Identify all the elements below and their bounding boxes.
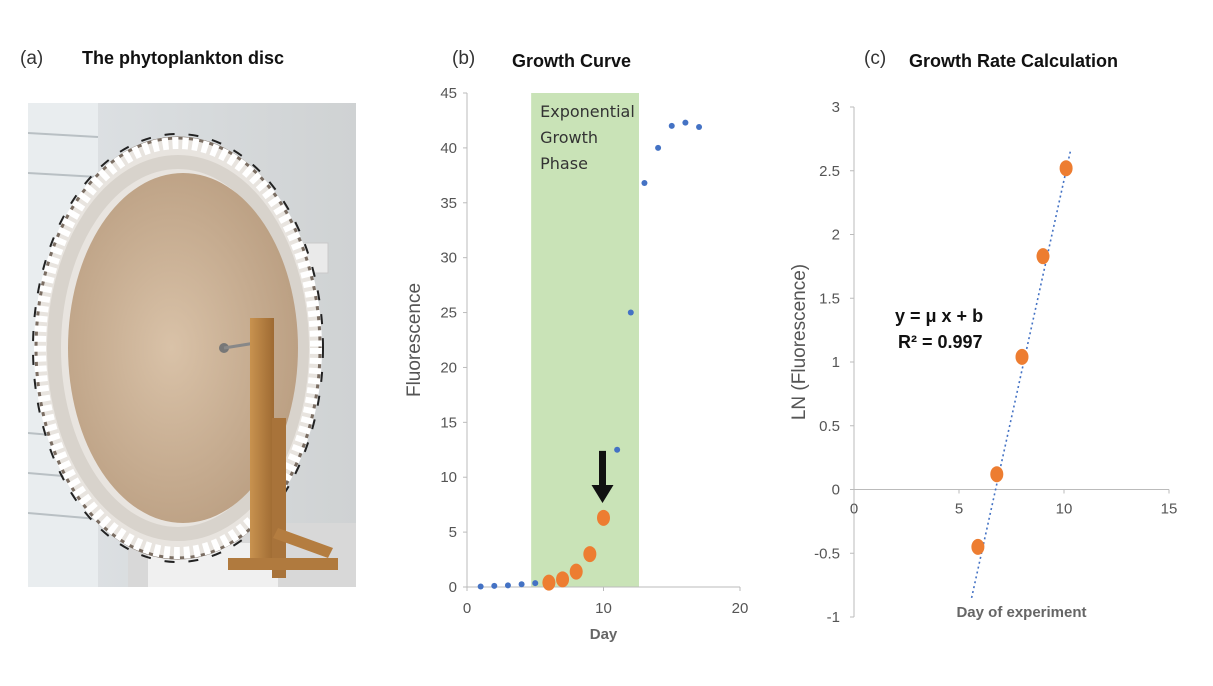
c-x-tick-label: 10 — [1056, 501, 1073, 518]
c-x-tick-label: 5 — [955, 501, 963, 518]
panel-b-title: Growth Curve — [512, 51, 632, 71]
b-y-tick-label: 35 — [440, 195, 457, 212]
c-y-tick-label: -1 — [827, 609, 840, 626]
c-series0-point — [971, 538, 985, 555]
arrow-head — [591, 484, 614, 503]
b-series0-point — [491, 582, 498, 589]
c-y-tick-label: -0.5 — [814, 545, 840, 562]
b-y-tick-label: 45 — [440, 85, 457, 102]
b-y-tick-label: 20 — [440, 359, 457, 376]
b-series1-point — [556, 571, 570, 588]
b-x-tick-label: 0 — [463, 600, 471, 617]
b-series1-point — [542, 574, 556, 591]
b-series1-point — [597, 509, 610, 526]
c-series0-point — [1015, 348, 1029, 365]
b-series0-point — [668, 122, 675, 129]
c-r-squared: R² = 0.997 — [898, 332, 983, 352]
c-y-axis-title: LN (Fluorescence) — [789, 264, 810, 420]
c-y-tick-label: 1 — [832, 354, 840, 371]
c-x-tick-label: 15 — [1161, 501, 1178, 518]
phytoplankton-disc-photo — [28, 103, 356, 587]
b-series1-point — [583, 546, 597, 563]
c-y-tick-label: 1.5 — [819, 290, 840, 307]
b-y-tick-label: 10 — [440, 469, 457, 486]
b-series1-point — [569, 563, 583, 580]
panel-a-label: (a) — [20, 48, 44, 69]
c-equation: y = μ x + b — [895, 306, 983, 326]
panel-b-label: (b) — [452, 48, 476, 69]
exponential-phase-region — [531, 93, 639, 587]
b-series0-point — [477, 583, 484, 590]
b-x-tick-label: 20 — [732, 600, 749, 617]
b-y-axis-title: Fluorescence — [404, 283, 425, 397]
panel-a-title: The phytoplankton disc — [82, 48, 285, 68]
panel-c-label: (c) — [864, 48, 887, 69]
b-series0-point — [614, 446, 621, 453]
b-series0-point — [655, 144, 662, 151]
c-x-axis-title: Day of experiment — [956, 604, 1086, 621]
exponential-phase-label-0: Exponential — [540, 102, 635, 121]
b-series0-point — [627, 309, 634, 316]
c-x-tick-label: 0 — [850, 501, 858, 518]
c-y-tick-label: 0.5 — [819, 418, 840, 435]
b-series0-point — [532, 580, 539, 587]
c-y-tick-label: 2.5 — [819, 163, 840, 180]
c-series0-point — [990, 466, 1004, 483]
b-y-tick-label: 25 — [440, 305, 457, 322]
c-y-tick-label: 0 — [832, 482, 840, 499]
b-y-tick-label: 30 — [440, 250, 457, 267]
b-series0-point — [696, 124, 703, 131]
c-series0-point — [1059, 160, 1073, 177]
b-x-tick-label: 10 — [595, 600, 612, 617]
b-y-tick-label: 0 — [449, 579, 457, 596]
b-series0-point — [641, 180, 648, 187]
b-series0-point — [682, 119, 689, 126]
b-y-tick-label: 15 — [440, 414, 457, 431]
b-y-tick-label: 40 — [440, 140, 457, 157]
b-x-axis-title: Day — [590, 626, 618, 643]
exponential-phase-label-2: Phase — [540, 154, 588, 173]
b-y-tick-label: 5 — [449, 524, 457, 541]
c-series0-point — [1036, 248, 1050, 265]
panel-c-title: Growth Rate Calculation — [909, 51, 1119, 71]
b-series0-point — [518, 581, 525, 588]
c-trendline — [970, 151, 1072, 599]
exponential-phase-label-1: Growth — [540, 128, 598, 147]
b-series0-point — [504, 582, 511, 589]
c-y-tick-label: 3 — [832, 99, 840, 116]
c-y-tick-label: 2 — [832, 227, 840, 244]
